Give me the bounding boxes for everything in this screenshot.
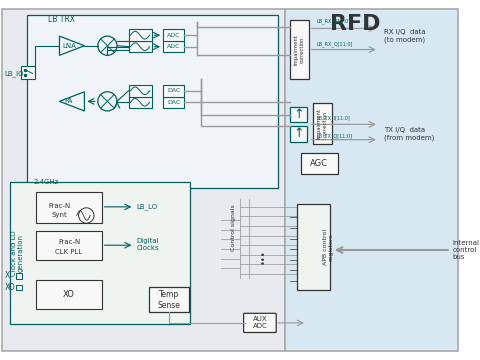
Text: RFD: RFD (330, 14, 380, 34)
Text: ADC: ADC (167, 44, 180, 49)
Text: 2.4GHz: 2.4GHz (34, 179, 59, 185)
Bar (21, 66, 35, 79)
Bar (285, 9, 458, 351)
Bar (36, 280, 102, 309)
Text: CLK PLL: CLK PLL (55, 249, 83, 255)
Bar (163, 85, 184, 96)
Text: AGC: AGC (311, 159, 328, 168)
Text: ADC: ADC (167, 33, 180, 38)
Text: LB_IO: LB_IO (5, 70, 24, 77)
Text: Frac-N: Frac-N (58, 239, 80, 246)
FancyBboxPatch shape (244, 313, 276, 333)
Text: APB control
registers: APB control registers (323, 229, 334, 265)
Bar (16, 273, 22, 279)
Bar (129, 41, 152, 53)
Bar (2, 9, 285, 351)
Text: LB_RX_I[11:0]: LB_RX_I[11:0] (316, 18, 350, 24)
Text: LB_LO: LB_LO (136, 203, 157, 210)
Bar (163, 41, 184, 53)
Bar (312, 103, 332, 144)
Text: LB TRX: LB TRX (48, 15, 75, 24)
Bar (36, 193, 102, 223)
Text: LB_TX_Q[11:0]: LB_TX_Q[11:0] (316, 133, 352, 139)
Text: PA: PA (65, 98, 73, 104)
Text: •••: ••• (259, 249, 268, 264)
Text: Temp
Sense: Temp Sense (157, 290, 180, 310)
Text: AUX
ADC: AUX ADC (252, 316, 267, 329)
Bar (149, 287, 189, 312)
Bar (36, 231, 102, 260)
Text: Clock and LO
generation: Clock and LO generation (11, 230, 24, 276)
Text: TX I/Q  data
(from modem): TX I/Q data (from modem) (384, 127, 434, 141)
Bar (16, 284, 22, 290)
Text: DAC: DAC (167, 88, 180, 93)
Text: Frac-N: Frac-N (48, 203, 71, 209)
Text: Impairment
correction: Impairment correction (317, 108, 328, 139)
Text: LNA: LNA (62, 43, 76, 49)
Bar (129, 96, 152, 108)
Text: internal
control
bus: internal control bus (453, 240, 480, 260)
Text: Digital
Clocks: Digital Clocks (136, 238, 159, 251)
Text: ↑: ↑ (293, 108, 303, 121)
Bar (289, 107, 307, 122)
Bar (289, 20, 309, 79)
Text: Synt: Synt (51, 212, 67, 219)
Bar (163, 96, 184, 108)
Bar (27, 15, 278, 188)
Text: ↑: ↑ (293, 127, 303, 140)
Bar (289, 126, 307, 141)
Bar (10, 182, 190, 324)
Bar (129, 85, 152, 96)
Text: LB_RX_Q[11:0]: LB_RX_Q[11:0] (316, 41, 353, 47)
Text: DAC: DAC (167, 100, 180, 105)
Text: LB_TX_I[11:0]: LB_TX_I[11:0] (316, 116, 350, 121)
Bar (301, 153, 337, 174)
Bar (129, 30, 152, 41)
Text: Impairment
correction: Impairment correction (294, 34, 305, 65)
Text: XO: XO (63, 290, 75, 299)
Bar (297, 204, 330, 290)
Text: Control signals: Control signals (230, 204, 236, 251)
Bar (163, 30, 184, 41)
Text: XI: XI (5, 271, 12, 280)
Text: RX I/Q  data
(to modem): RX I/Q data (to modem) (384, 30, 425, 43)
Text: XO: XO (5, 283, 15, 292)
